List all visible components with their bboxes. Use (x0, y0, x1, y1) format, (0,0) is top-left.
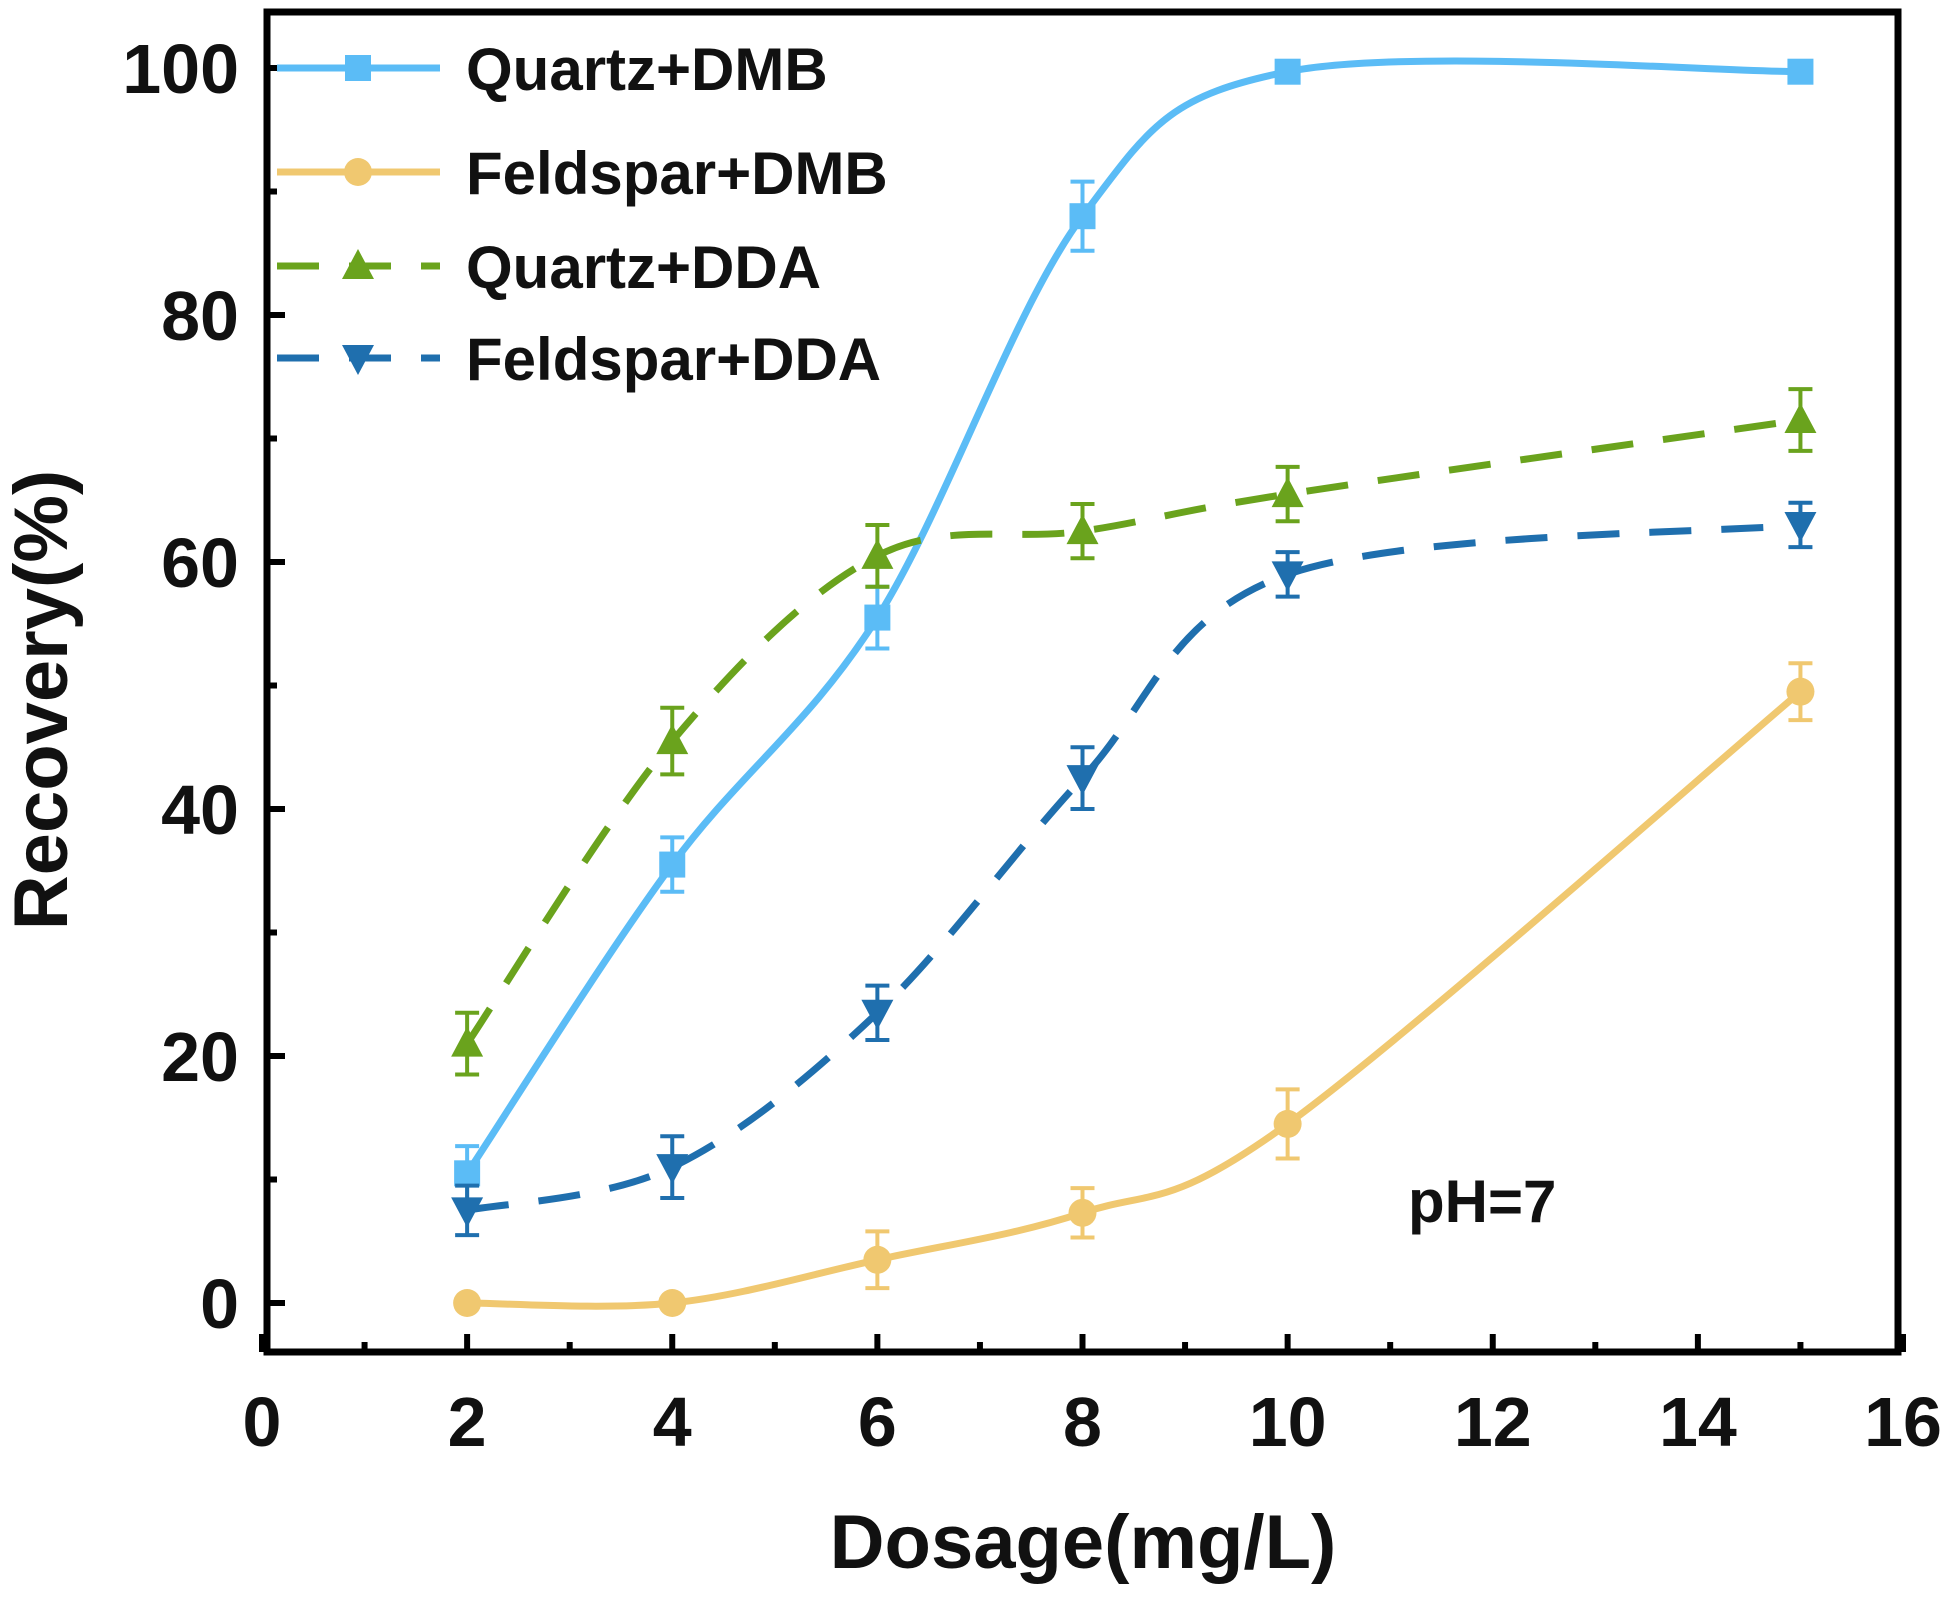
x-tick-label: 14 (1659, 1383, 1737, 1461)
data-point (1271, 477, 1304, 508)
x-tick-label: 16 (1864, 1383, 1942, 1461)
legend-marker (345, 55, 371, 81)
data-point (863, 1245, 892, 1274)
data-point (1784, 402, 1817, 433)
data-point (1784, 511, 1817, 542)
legend-marker (344, 158, 372, 186)
data-point (861, 538, 894, 569)
x-tick-label: 4 (653, 1383, 692, 1461)
legend-marker (342, 345, 374, 375)
y-tick-label: 100 (122, 30, 239, 108)
legend-label: Quartz+DMB (466, 36, 828, 103)
data-point (656, 724, 689, 755)
axes: 0 2 4 6 8 10 12 14 16 0 20 40 60 80 100 (122, 30, 1942, 1461)
x-tick-label: 0 (243, 1383, 282, 1461)
data-point (453, 1289, 482, 1317)
x-tick-label: 12 (1454, 1383, 1532, 1461)
series-line (466, 521, 1801, 1214)
y-tick-label: 0 (200, 1265, 239, 1343)
series-line (464, 416, 1801, 1046)
data-point (1273, 1109, 1302, 1138)
x-tick-label: 6 (858, 1383, 897, 1461)
series-line (467, 688, 1803, 1310)
data-point (656, 1154, 689, 1185)
legend-label: Feldspar+DMB (466, 140, 888, 207)
y-tick-label: 60 (161, 524, 239, 602)
legend-label: Quartz+DDA (466, 234, 821, 301)
y-tick-label: 40 (161, 771, 239, 849)
data-point (864, 604, 891, 631)
legend: Quartz+DMB Feldspar+DMB Quartz+DDA Feldspar… (277, 36, 888, 393)
x-tick-label: 8 (1063, 1383, 1102, 1461)
data-point (1271, 561, 1304, 592)
x-axis-title: Dosage(mg/L) (830, 1500, 1337, 1585)
data-point (1066, 765, 1099, 796)
y-axis-title: Recovery(%) (0, 470, 84, 930)
x-tick-label: 10 (1249, 1383, 1327, 1461)
ph-annotation: pH=7 (1408, 1168, 1556, 1235)
data-point (659, 851, 686, 878)
data-point (451, 1197, 484, 1228)
series-markers (451, 58, 1817, 1317)
legend-label: Feldspar+DDA (466, 326, 881, 393)
y-tick-label: 20 (161, 1018, 239, 1096)
series-line (464, 57, 1801, 1176)
legend-marker (342, 249, 374, 279)
x-tick-label: 2 (448, 1383, 487, 1461)
data-point (451, 1026, 484, 1057)
y-tick-label: 80 (161, 277, 239, 355)
data-point (861, 999, 894, 1030)
data-point (1786, 677, 1815, 706)
data-point (1787, 58, 1814, 85)
data-point (1066, 514, 1099, 545)
plot-frame (263, 8, 1902, 1356)
data-point (1069, 203, 1096, 230)
data-point (658, 1289, 687, 1317)
data-point (454, 1160, 481, 1187)
data-point (1068, 1198, 1097, 1227)
data-point (1274, 58, 1301, 85)
